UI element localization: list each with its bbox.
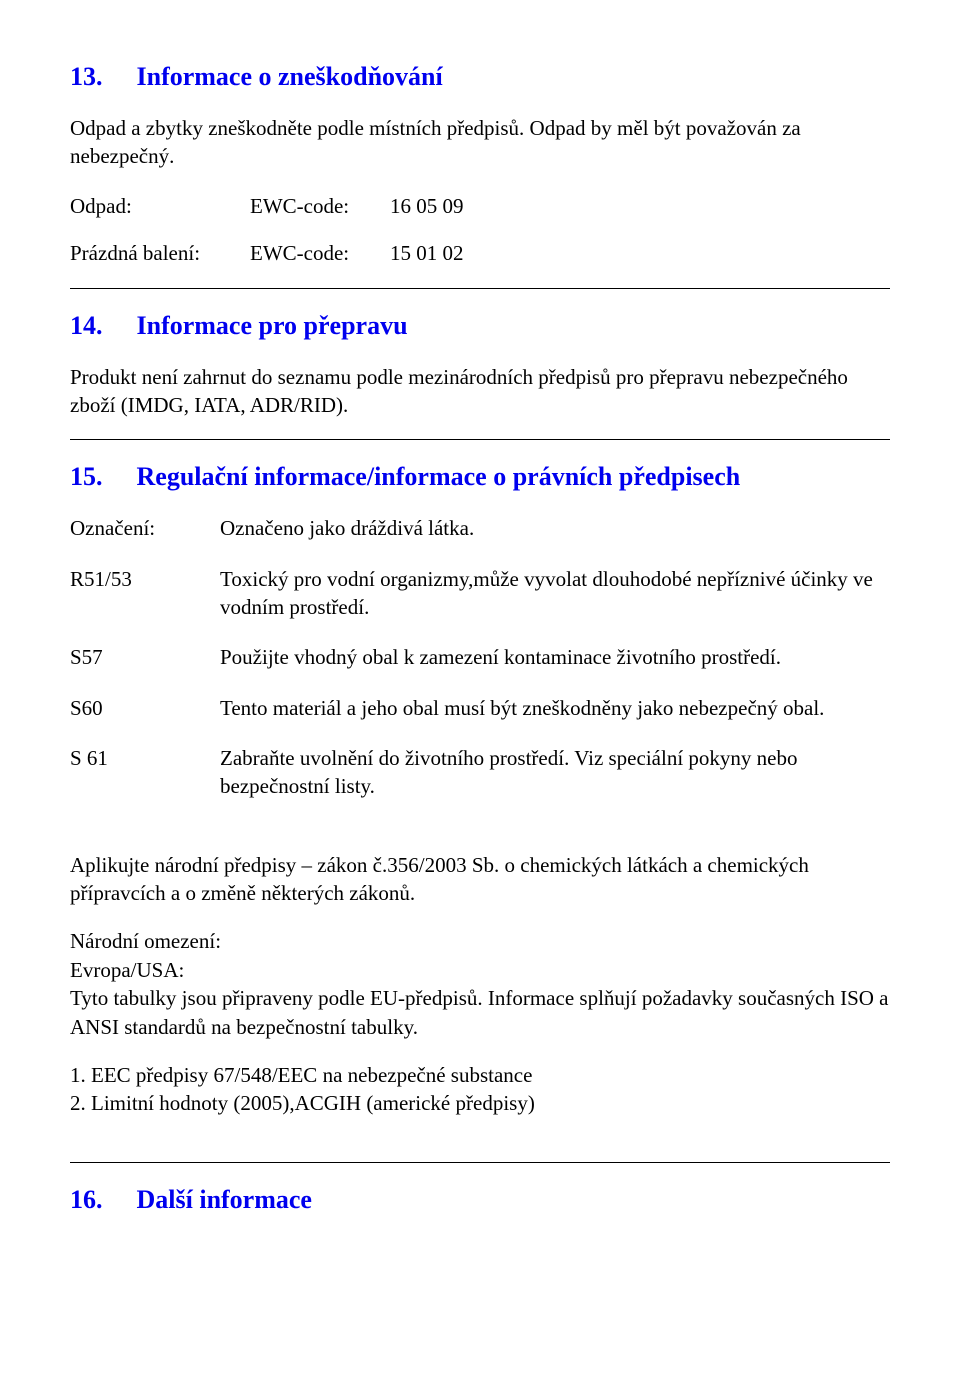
def-label: S 61 bbox=[70, 744, 220, 801]
section-16-title: Další informace bbox=[137, 1185, 312, 1214]
section-13-codes-table: Odpad: EWC-code: 16 05 09 Prázdná balení… bbox=[70, 191, 890, 270]
section-13-heading: 13. Informace o zneškodňování bbox=[70, 62, 890, 92]
section-divider bbox=[70, 1162, 890, 1163]
section-15-title: Regulační informace/informace o právních… bbox=[137, 462, 741, 491]
section-13-title: Informace o zneškodňování bbox=[137, 62, 443, 91]
def-label: R51/53 bbox=[70, 565, 220, 622]
table-row: Označení: Označeno jako dráždivá látka. bbox=[70, 514, 890, 542]
table-row: S60 Tento materiál a jeho obal musí být … bbox=[70, 694, 890, 722]
section-divider bbox=[70, 439, 890, 440]
code-type: EWC-code: bbox=[250, 191, 390, 223]
code-value: 15 01 02 bbox=[390, 238, 890, 270]
section-13-num: 13. bbox=[70, 62, 130, 92]
def-label: S60 bbox=[70, 694, 220, 722]
section-15-num: 15. bbox=[70, 462, 130, 492]
section-15-heading: 15. Regulační informace/informace o práv… bbox=[70, 462, 890, 492]
code-value: 16 05 09 bbox=[390, 191, 890, 223]
section-13-intro: Odpad a zbytky zneškodněte podle místníc… bbox=[70, 114, 890, 171]
def-label: Označení: bbox=[70, 514, 220, 542]
section-16-num: 16. bbox=[70, 1185, 130, 1215]
section-14-num: 14. bbox=[70, 311, 130, 341]
table-row: S 61 Zabraňte uvolnění do životního pros… bbox=[70, 744, 890, 801]
table-row: Odpad: EWC-code: 16 05 09 bbox=[70, 191, 890, 223]
section-14-title: Informace pro přepravu bbox=[137, 311, 408, 340]
def-value: Tento materiál a jeho obal musí být zneš… bbox=[220, 694, 890, 722]
list-item: 2. Limitní hodnoty (2005),ACGIH (americk… bbox=[70, 1089, 890, 1117]
table-row: S57 Použijte vhodný obal k zamezení kont… bbox=[70, 643, 890, 671]
europe-usa-text: Tyto tabulky jsou připraveny podle EU-př… bbox=[70, 984, 890, 1041]
code-type: EWC-code: bbox=[250, 238, 390, 270]
table-row: R51/53 Toxický pro vodní organizmy,může … bbox=[70, 565, 890, 622]
table-row: Prázdná balení: EWC-code: 15 01 02 bbox=[70, 238, 890, 270]
def-value: Použijte vhodný obal k zamezení kontamin… bbox=[220, 643, 890, 671]
section-15-apply-national: Aplikujte národní předpisy – zákon č.356… bbox=[70, 851, 890, 908]
def-label: S57 bbox=[70, 643, 220, 671]
section-14-body: Produkt není zahrnut do seznamu podle me… bbox=[70, 363, 890, 420]
section-16-heading: 16. Další informace bbox=[70, 1185, 890, 1215]
europe-usa-label: Evropa/USA: bbox=[70, 956, 890, 984]
code-label: Prázdná balení: bbox=[70, 238, 250, 270]
section-divider bbox=[70, 288, 890, 289]
section-14-heading: 14. Informace pro přepravu bbox=[70, 311, 890, 341]
section-15-def-table: Označení: Označeno jako dráždivá látka. … bbox=[70, 514, 890, 800]
def-value: Označeno jako dráždivá látka. bbox=[220, 514, 890, 542]
def-value: Toxický pro vodní organizmy,může vyvolat… bbox=[220, 565, 890, 622]
section-15-national-block: Národní omezení: Evropa/USA: Tyto tabulk… bbox=[70, 927, 890, 1040]
code-label: Odpad: bbox=[70, 191, 250, 223]
list-item: 1. EEC předpisy 67/548/EEC na nebezpečné… bbox=[70, 1061, 890, 1089]
def-value: Zabraňte uvolnění do životního prostředí… bbox=[220, 744, 890, 801]
national-limit-heading: Národní omezení: bbox=[70, 927, 890, 955]
